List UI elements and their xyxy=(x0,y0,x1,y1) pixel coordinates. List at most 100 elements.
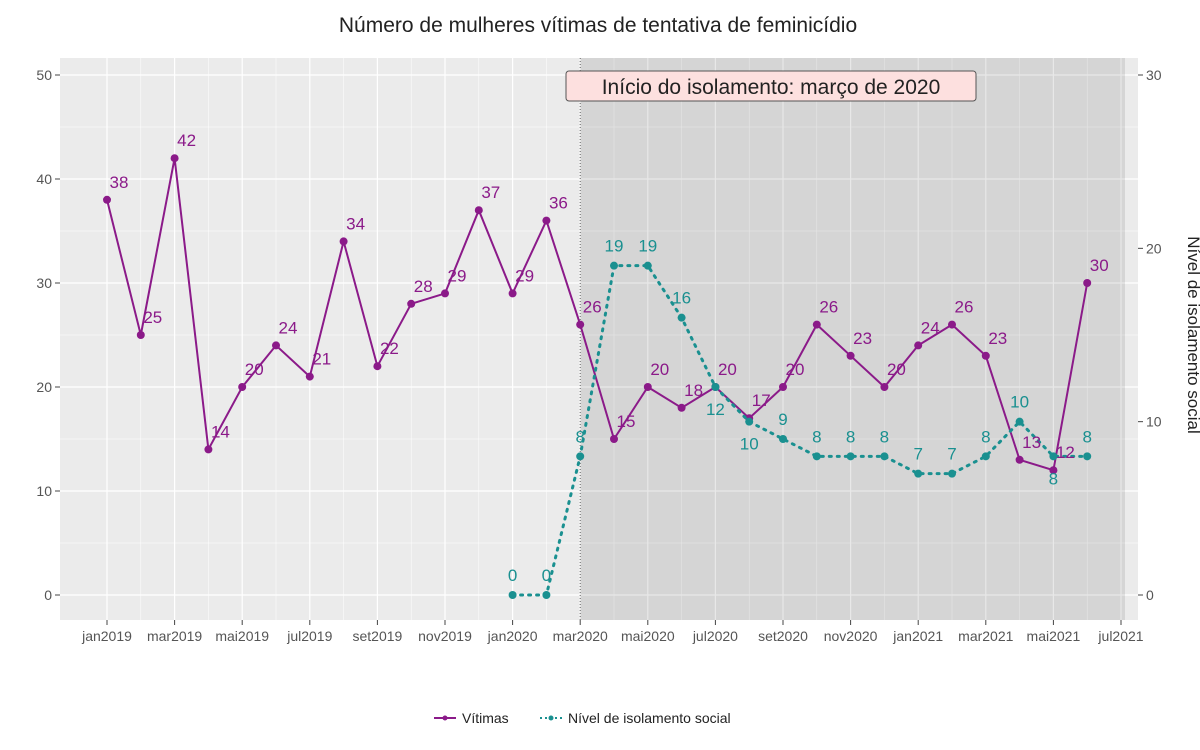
data-point xyxy=(576,320,585,329)
data-point xyxy=(745,417,754,426)
x-tick-label: nov2019 xyxy=(418,628,472,644)
series-line-isolamento xyxy=(511,264,1089,597)
data-label: 8 xyxy=(981,427,990,446)
data-point xyxy=(846,351,855,360)
y-right-tick-label: 20 xyxy=(1146,240,1162,256)
legend-label: Vítimas xyxy=(462,710,509,726)
legend-item-vitimas: Vítimas xyxy=(434,710,509,726)
x-tick-label: set2020 xyxy=(758,628,808,644)
data-point xyxy=(373,362,382,371)
data-label: 19 xyxy=(638,237,657,256)
data-point xyxy=(812,452,821,461)
data-label: 17 xyxy=(752,391,771,410)
data-label: 8 xyxy=(880,427,889,446)
data-point xyxy=(1083,279,1092,287)
x-tick-label: mar2019 xyxy=(147,628,202,644)
data-point xyxy=(305,372,314,381)
y-left-tick-label: 30 xyxy=(36,275,52,291)
data-point xyxy=(407,299,416,308)
annotation-box xyxy=(565,70,977,102)
data-label: 28 xyxy=(414,277,433,296)
data-point xyxy=(508,591,517,599)
data-label: 12 xyxy=(706,400,725,419)
x-tick-label: mar2021 xyxy=(958,628,1013,644)
data-label: 23 xyxy=(988,329,1007,348)
data-point xyxy=(779,435,787,443)
x-tick-label: jul2021 xyxy=(1097,628,1143,644)
data-point xyxy=(508,289,517,298)
data-point xyxy=(880,452,889,461)
data-label: 20 xyxy=(650,360,669,379)
data-point xyxy=(339,237,348,246)
data-label: 42 xyxy=(177,131,196,150)
x-tick-label: mai2020 xyxy=(621,628,675,644)
data-point xyxy=(238,383,247,391)
data-point xyxy=(846,452,855,461)
data-label: 8 xyxy=(1082,427,1091,446)
x-tick-label: mai2021 xyxy=(1027,628,1081,644)
x-tick-label: jul2020 xyxy=(692,628,738,644)
y-right-tick-label: 30 xyxy=(1146,67,1162,83)
data-label: 13 xyxy=(1022,433,1041,452)
y-left-tick-label: 40 xyxy=(36,171,52,187)
data-label: 15 xyxy=(617,412,636,431)
data-label: 14 xyxy=(211,422,230,441)
isolation-shaded-region xyxy=(580,58,1125,620)
data-point xyxy=(1049,452,1058,461)
x-tick-label: nov2020 xyxy=(824,628,878,644)
data-point xyxy=(610,435,618,443)
y-left-tick-label: 20 xyxy=(36,379,52,395)
data-label: 0 xyxy=(508,566,517,585)
data-point xyxy=(643,261,652,270)
data-label: 12 xyxy=(1056,443,1075,462)
data-point xyxy=(643,383,652,391)
data-point xyxy=(542,216,551,225)
plot-panel xyxy=(60,58,1138,620)
data-point xyxy=(1015,417,1024,426)
data-point xyxy=(272,341,280,350)
data-label: 20 xyxy=(245,360,264,379)
data-point xyxy=(981,351,990,360)
data-point xyxy=(542,591,551,599)
data-label: 9 xyxy=(778,410,787,429)
data-point xyxy=(576,452,585,461)
y-right-tick-label: 10 xyxy=(1146,414,1162,430)
data-label: 16 xyxy=(672,289,691,308)
axis-ticks: 0 10 20 30 40 50 0 10 20 30 jan2019 mar2019 mai2019 j… xyxy=(36,67,1161,644)
data-point xyxy=(914,469,923,478)
data-label: 34 xyxy=(346,214,365,233)
data-label: 8 xyxy=(846,427,855,446)
data-label: 24 xyxy=(279,318,298,337)
data-label: 23 xyxy=(853,329,872,348)
data-point xyxy=(441,289,449,298)
data-label: 10 xyxy=(1010,393,1029,412)
data-label: 20 xyxy=(786,360,805,379)
data-point xyxy=(812,320,821,329)
data-label: 24 xyxy=(921,318,940,337)
chart-title: Número de mulheres vítimas de tentativa … xyxy=(339,14,857,37)
data-label: 20 xyxy=(887,360,906,379)
y-right-tick-label: 0 xyxy=(1146,587,1154,603)
data-label: 18 xyxy=(684,381,703,400)
data-label: 8 xyxy=(812,427,821,446)
data-point xyxy=(474,206,483,215)
x-tick-label: mai2019 xyxy=(215,628,269,644)
data-label: 38 xyxy=(110,173,129,192)
legend: Vítimas Nível de isolamento social xyxy=(428,702,778,734)
data-point xyxy=(103,195,111,204)
data-point xyxy=(948,320,956,329)
data-point xyxy=(914,341,923,350)
y-left-tick-label: 10 xyxy=(36,483,52,499)
data-label: 22 xyxy=(380,339,399,358)
data-label: 0 xyxy=(542,566,551,585)
data-label: 8 xyxy=(575,427,584,446)
data-point xyxy=(136,331,145,339)
legend-item-isolamento: Nível de isolamento social xyxy=(540,710,731,726)
data-label: 10 xyxy=(740,435,759,454)
data-label: 8 xyxy=(1049,469,1058,488)
data-label: 36 xyxy=(549,194,568,213)
data-label: 7 xyxy=(947,445,956,464)
data-label: 25 xyxy=(143,308,162,327)
data-point xyxy=(170,154,179,163)
